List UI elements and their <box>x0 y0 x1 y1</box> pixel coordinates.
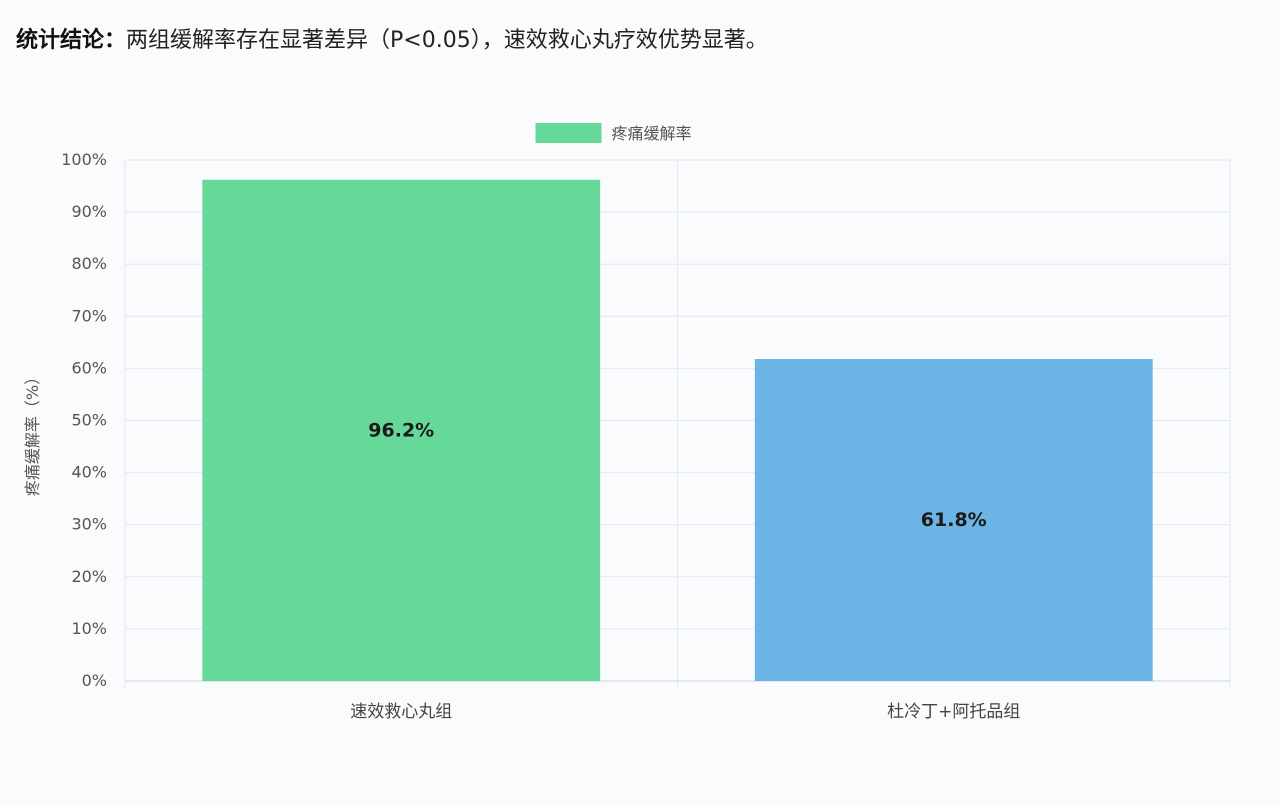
x-category-label: 杜冷丁+阿托品组 <box>887 702 1020 722</box>
conclusion-text: 统计结论：两组缓解率存在显著差异（P<0.05），速效救心丸疗效优势显著。 <box>16 22 768 54</box>
bar-chart: 0% 10% 20% 30% 40% 50% 60% 70% 80% 90% 100% 96.2% 速效… <box>23 123 1231 722</box>
y-tick-label: 0% <box>82 671 107 690</box>
y-tick-label: 20% <box>71 567 107 586</box>
y-tick-label: 90% <box>71 202 107 221</box>
y-tick-label: 10% <box>71 619 107 638</box>
y-tick-label: 30% <box>71 515 107 534</box>
legend-swatch <box>535 123 602 143</box>
legend-label: 疼痛缓解率 <box>612 124 692 143</box>
bar <box>202 179 601 681</box>
conclusion-body: 两组缓解率存在显著差异（P<0.05），速效救心丸疗效优势显著。 <box>126 28 768 53</box>
y-tick-label: 50% <box>71 411 107 430</box>
y-tick-label: 100% <box>61 150 107 169</box>
bar-data-label: 61.8% <box>921 509 987 531</box>
y-tick-label: 80% <box>71 254 107 273</box>
conclusion-label: 统计结论： <box>16 28 127 53</box>
x-category-label: 速效救心丸组 <box>350 702 452 722</box>
y-axis-title: 疼痛缓解率（%） <box>23 369 42 496</box>
y-tick-label: 70% <box>71 306 107 325</box>
y-tick-label: 40% <box>71 463 107 482</box>
bar-data-label: 96.2% <box>368 419 434 441</box>
bar <box>754 359 1153 681</box>
y-tick-label: 60% <box>71 358 107 377</box>
chart-container: 0% 10% 20% 30% 40% 50% 60% 70% 80% 90% 100% 96.2% 速效… <box>0 60 1280 806</box>
